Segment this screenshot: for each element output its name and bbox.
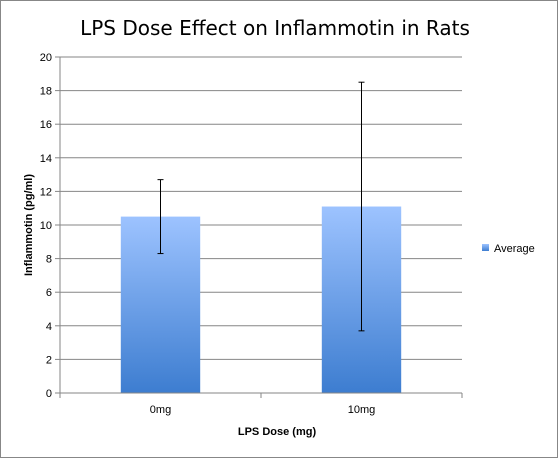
y-tick-label: 0 bbox=[46, 388, 52, 400]
y-tick-label: 14 bbox=[40, 153, 52, 165]
y-tick-label: 2 bbox=[46, 354, 52, 366]
chart-title: LPS Dose Effect on Inflammotin in Rats bbox=[80, 16, 470, 40]
legend-label-average: Average bbox=[494, 243, 535, 255]
y-axis-title: Inflammotin (pg/ml) bbox=[23, 174, 35, 276]
y-tick-label: 16 bbox=[40, 119, 52, 131]
y-tick-label: 10 bbox=[40, 220, 52, 232]
legend-swatch-average bbox=[482, 244, 489, 251]
x-tick-label: 10mg bbox=[348, 404, 376, 416]
legend: Average bbox=[482, 243, 535, 255]
y-tick-label: 8 bbox=[46, 254, 52, 266]
y-tick-label: 12 bbox=[40, 186, 52, 198]
y-tick-label: 6 bbox=[46, 287, 52, 299]
y-tick-label: 4 bbox=[46, 321, 52, 333]
x-tick-label: 0mg bbox=[150, 404, 171, 416]
y-tick-label: 20 bbox=[40, 52, 52, 64]
y-tick-label: 18 bbox=[40, 86, 52, 98]
x-axis-title: LPS Dose (mg) bbox=[238, 426, 317, 438]
